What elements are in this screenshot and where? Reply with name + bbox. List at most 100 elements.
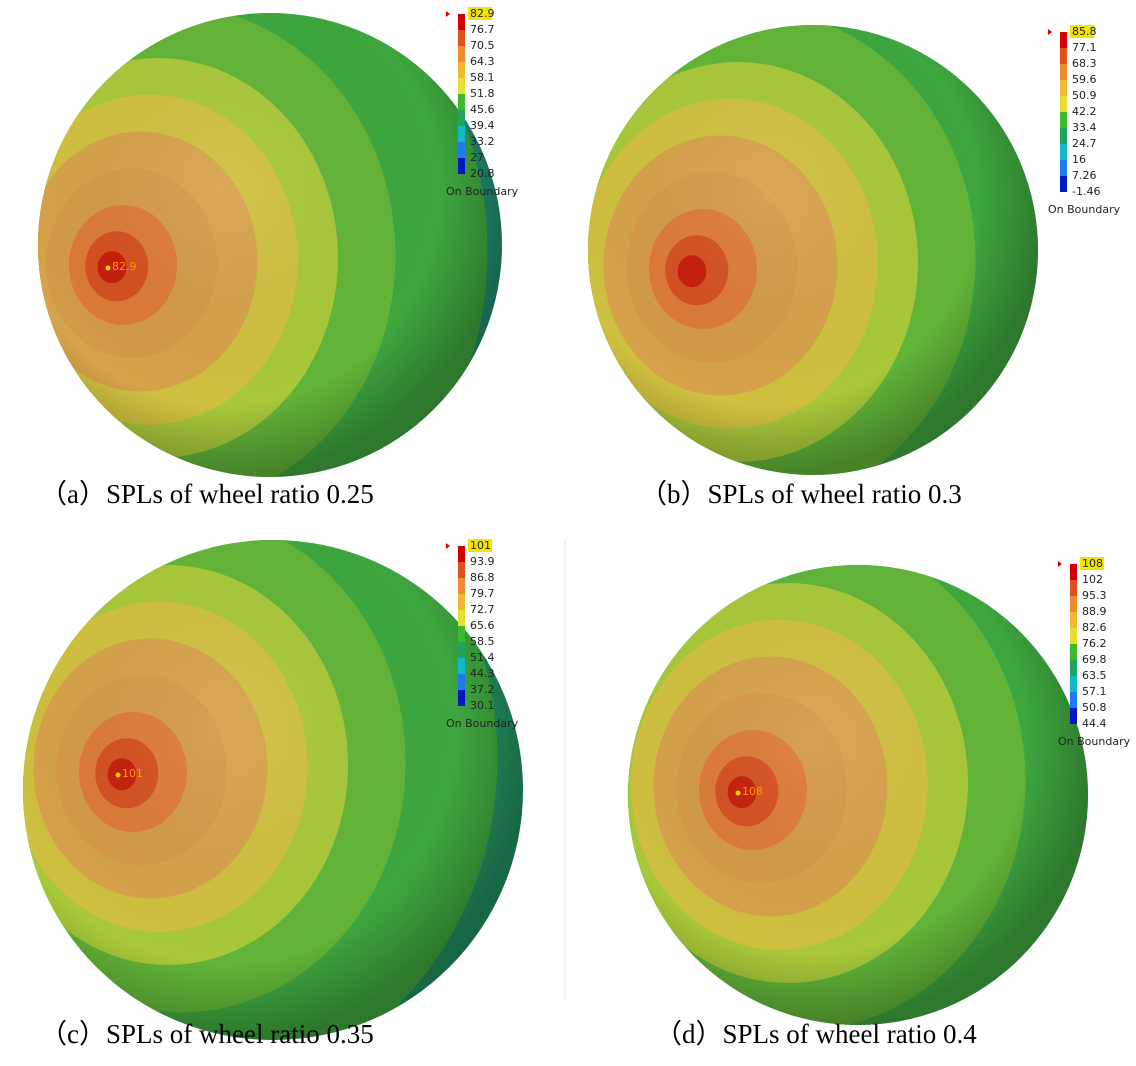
legend-swatch: [1060, 128, 1067, 144]
legend-swatch: [458, 658, 465, 674]
caption: （d）SPLs of wheel ratio 0.4: [655, 1019, 977, 1049]
legend-marker: [446, 543, 450, 549]
panel: 10110193.986.879.772.765.658.551.444.337…: [0, 429, 561, 1066]
legend-value: 50.9: [1072, 89, 1097, 102]
peak-label: 101: [122, 767, 143, 780]
legend-max: 82.9: [470, 7, 495, 20]
legend-value: 44.3: [470, 667, 495, 680]
legend-swatch: [1060, 144, 1067, 160]
legend-value: 7.26: [1072, 169, 1097, 182]
legend-marker: [446, 11, 450, 17]
legend-value: 16: [1072, 153, 1086, 166]
legend-max: 108: [1082, 557, 1103, 570]
legend-swatch: [1070, 628, 1077, 644]
legend-value: 69.8: [1082, 653, 1107, 666]
legend-boundary: On Boundary: [1058, 735, 1131, 748]
shading: [23, 540, 523, 1040]
figure: 82.982.976.770.564.358.151.845.639.433.2…: [0, 0, 1136, 1066]
legend-swatch: [1060, 80, 1067, 96]
legend-swatch: [1070, 692, 1077, 708]
legend-swatch: [458, 94, 465, 110]
legend-swatch: [458, 578, 465, 594]
legend-value: 72.7: [470, 603, 495, 616]
legend-swatch: [458, 126, 465, 142]
legend-value: 70.5: [470, 39, 495, 52]
panel: 82.982.976.770.564.358.151.845.639.433.2…: [0, 0, 537, 582]
legend-value: 20.8: [470, 167, 495, 180]
shading: [588, 25, 1038, 475]
legend-swatch: [1060, 96, 1067, 112]
legend-marker: [1048, 29, 1052, 35]
peak-label: 82.9: [112, 260, 137, 273]
legend-value: 77.1: [1072, 41, 1097, 54]
legend-swatch: [458, 46, 465, 62]
legend-value: 65.6: [470, 619, 495, 632]
legend-swatch: [458, 158, 465, 174]
legend-value: -1.46: [1072, 185, 1100, 198]
legend-swatch: [458, 610, 465, 626]
legend-value: 42.2: [1072, 105, 1097, 118]
legend-value: 59.6: [1072, 73, 1097, 86]
legend-swatch: [458, 690, 465, 706]
legend-swatch: [458, 674, 465, 690]
shading: [38, 13, 502, 477]
legend-max: 101: [470, 539, 491, 552]
legend-value: 50.8: [1082, 701, 1107, 714]
caption: （c）SPLs of wheel ratio 0.35: [40, 1019, 374, 1049]
legend-value: 24.7: [1072, 137, 1097, 150]
legend-value: 33.4: [1072, 121, 1097, 134]
panel: 85.877.168.359.650.942.233.424.7167.26-1…: [474, 0, 1121, 586]
legend-swatch: [1070, 676, 1077, 692]
legend-value: 88.9: [1082, 605, 1107, 618]
legend-swatch: [458, 62, 465, 78]
peak-label: 108: [742, 785, 763, 798]
legend-swatch: [1060, 160, 1067, 176]
legend-value: 76.7: [470, 23, 495, 36]
legend-value: 57.1: [1082, 685, 1107, 698]
legend-swatch: [458, 642, 465, 658]
legend-swatch: [458, 110, 465, 126]
peak-dot: [116, 773, 121, 778]
legend-swatch: [1070, 708, 1077, 724]
legend-value: 68.3: [1072, 57, 1097, 70]
legend-value: 79.7: [470, 587, 495, 600]
legend-swatch: [458, 30, 465, 46]
legend-value: 33.2: [470, 135, 495, 148]
legend-value: 82.6: [1082, 621, 1107, 634]
legend-swatch: [458, 546, 465, 562]
legend-swatch: [1070, 564, 1077, 580]
legend-swatch: [458, 142, 465, 158]
legend-swatch: [458, 14, 465, 30]
legend-swatch: [1070, 660, 1077, 676]
legend-value: 27: [470, 151, 484, 164]
legend-boundary: On Boundary: [1048, 203, 1121, 216]
legend-boundary: On Boundary: [446, 185, 519, 198]
legend-value: 45.6: [470, 103, 495, 116]
sphere: [524, 447, 1123, 1066]
legend-swatch: [458, 78, 465, 94]
legend-value: 51.8: [470, 87, 495, 100]
shading: [628, 565, 1088, 1025]
legend-swatch: [1070, 580, 1077, 596]
legend-swatch: [1060, 112, 1067, 128]
legend-boundary: On Boundary: [446, 717, 519, 730]
legend-value: 58.5: [470, 635, 495, 648]
legend-value: 30.1: [470, 699, 495, 712]
legend-swatch: [458, 594, 465, 610]
legend-value: 44.4: [1082, 717, 1107, 730]
sphere: [0, 429, 561, 1066]
legend-value: 63.5: [1082, 669, 1107, 682]
caption: （a）SPLs of wheel ratio 0.25: [40, 479, 374, 509]
legend-swatch: [1060, 176, 1067, 192]
legend-swatch: [458, 626, 465, 642]
legend-marker: [1058, 561, 1062, 567]
legend-swatch: [1060, 48, 1067, 64]
legend-swatch: [1060, 32, 1067, 48]
legend-swatch: [1070, 612, 1077, 628]
legend-swatch: [1070, 644, 1077, 660]
legend-value: 51.4: [470, 651, 495, 664]
legend-value: 102: [1082, 573, 1103, 586]
panel: 10810810295.388.982.676.269.863.557.150.…: [524, 447, 1131, 1066]
legend-value: 93.9: [470, 555, 495, 568]
legend-value: 58.1: [470, 71, 495, 84]
